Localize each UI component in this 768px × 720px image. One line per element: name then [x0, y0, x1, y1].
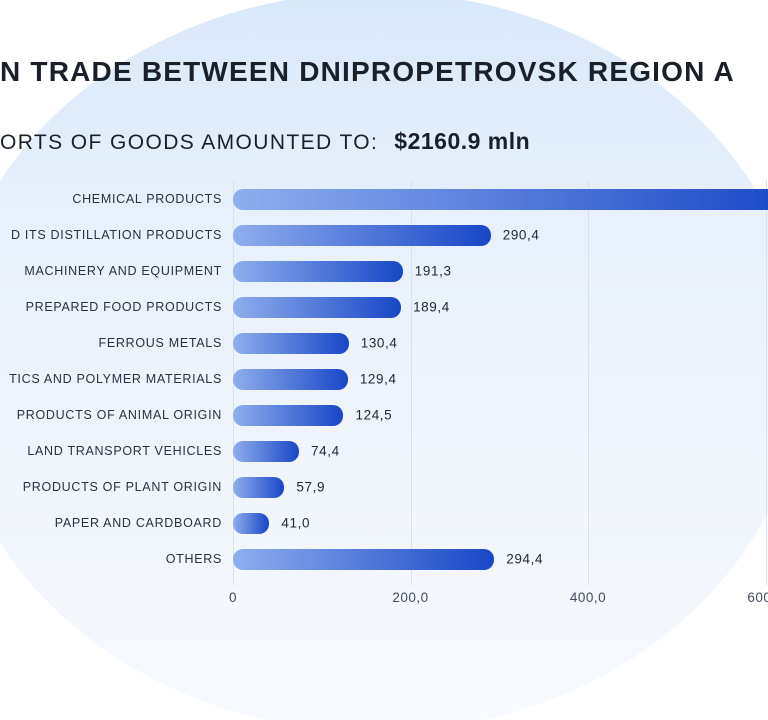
value-label: 74,4: [311, 443, 340, 459]
chart-rows: CHEMICAL PRODUCTS D ITS DISTILLATION PROD…: [0, 181, 768, 577]
value-label: 57,9: [296, 479, 326, 495]
exports-amount-value: $2160.9 mln: [394, 128, 531, 154]
value-label: 191,3: [414, 263, 452, 279]
page-title: N TRADE BETWEEN DNIPROPETROVSK REGION A: [0, 56, 735, 87]
chart-row: PRODUCTS OF PLANT ORIGIN 57,9: [0, 469, 768, 505]
value-label: 129,4: [359, 371, 397, 387]
bar: [233, 476, 285, 498]
chart-row: PAPER AND CARDBOARD 41,0: [0, 505, 768, 541]
axis-tick-label: 200,0: [392, 590, 429, 605]
bar: [233, 188, 768, 210]
chart-row: PRODUCTS OF ANIMAL ORIGIN 124,5: [0, 397, 768, 433]
value-label: 124,5: [355, 407, 393, 423]
chart-row: TICS AND POLYMER MATERIALS 129,4: [0, 361, 768, 397]
chart-row: MACHINERY AND EQUIPMENT 191,3: [0, 253, 768, 289]
bar: [233, 224, 491, 246]
chart-row: PREPARED FOOD PRODUCTS 189,4: [0, 289, 768, 325]
gridline: [765, 180, 767, 585]
bar: [233, 332, 349, 354]
chart-row: LAND TRANSPORT VEHICLES 74,4: [0, 433, 768, 469]
value-label: 130,4: [360, 335, 398, 351]
value-label: 290,4: [502, 227, 540, 243]
bar: [233, 260, 403, 282]
category-label: PAPER AND CARDBOARD: [54, 516, 222, 530]
value-label: 41,0: [281, 515, 311, 531]
axis-tick-label: 600,0: [747, 590, 768, 605]
bar: [233, 512, 270, 534]
chart-row: D ITS DISTILLATION PRODUCTS 290,4: [0, 217, 768, 253]
value-label: 189,4: [413, 299, 450, 315]
category-label: FERROUS METALS: [98, 336, 222, 350]
bar: [233, 404, 344, 426]
bar: [233, 440, 300, 462]
chart-row: FERROUS METALS 130,4: [0, 325, 768, 361]
bar: [233, 548, 495, 570]
subtitle: ORTS OF GOODS AMOUNTED TO: $2160.9 mln: [0, 128, 530, 155]
category-label: CHEMICAL PRODUCTS: [72, 192, 222, 206]
gridline: [588, 180, 589, 585]
bar: [233, 368, 348, 390]
category-label: PRODUCTS OF PLANT ORIGIN: [22, 480, 222, 494]
exports-amount-label: ORTS OF GOODS AMOUNTED TO:: [0, 131, 379, 154]
chart-row: CHEMICAL PRODUCTS: [0, 181, 768, 217]
axis-tick-label: 0: [228, 590, 238, 605]
category-label: OTHERS: [165, 552, 222, 566]
category-label: PREPARED FOOD PRODUCTS: [25, 300, 222, 314]
category-label: LAND TRANSPORT VEHICLES: [27, 444, 222, 458]
category-label: MACHINERY AND EQUIPMENT: [24, 264, 222, 278]
category-label: D ITS DISTILLATION PRODUCTS: [10, 228, 222, 242]
value-label: 294,4: [506, 551, 544, 567]
category-label: PRODUCTS OF ANIMAL ORIGIN: [16, 408, 222, 422]
chart-row: OTHERS 294,4: [0, 541, 768, 577]
gridline: [410, 180, 412, 585]
category-label: TICS AND POLYMER MATERIALS: [9, 372, 222, 386]
axis-tick-label: 400,0: [569, 590, 607, 605]
bar: [233, 296, 402, 318]
x-axis: 0 200,0 400,0 600,0: [0, 590, 768, 608]
